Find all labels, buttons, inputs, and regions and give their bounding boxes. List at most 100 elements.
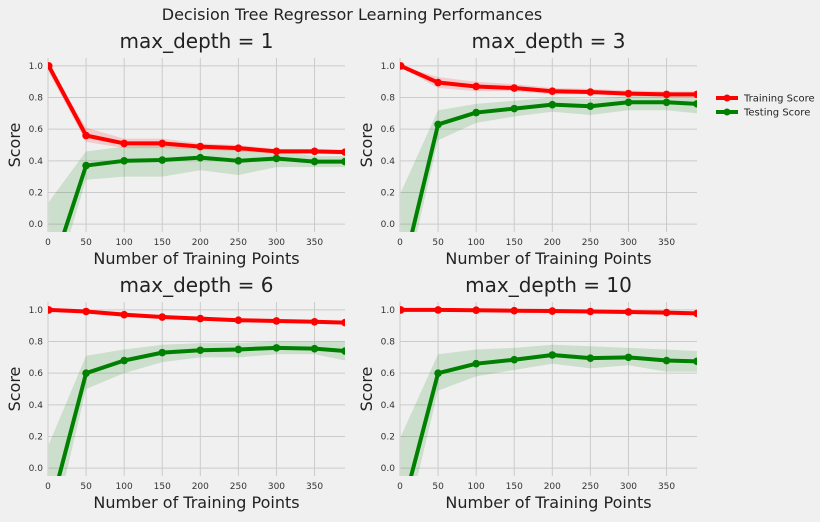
x-tick-label: 200: [192, 482, 209, 492]
y-tick-label: 0.0: [381, 220, 396, 230]
training-score-point: [120, 310, 128, 319]
training-score-point: [586, 88, 595, 96]
training-score-point: [310, 147, 319, 156]
y-tick-label: 1.0: [381, 62, 396, 72]
x-tick-label: 0: [45, 482, 51, 492]
training-score-point: [693, 90, 697, 99]
x-tick-label: 150: [154, 238, 171, 248]
training-score-point: [272, 317, 281, 325]
training-score-point: [272, 147, 281, 156]
subplot-title: max_depth = 3: [472, 29, 626, 53]
training-score-point: [48, 62, 53, 70]
testing-score-point: [272, 344, 281, 352]
training-score-point: [341, 318, 345, 327]
y-tick-label: 0.2: [381, 188, 395, 198]
training-score-point: [158, 139, 167, 148]
subplot-1: 0 50 100 150 200 250 300 350 0.0 0.2 0.4 0.6 0.8 1.0 m…: [5, 29, 345, 284]
testing-score-point: [434, 369, 442, 377]
y-tick-label: 0.4: [29, 157, 44, 167]
y-tick-label: 0.4: [381, 401, 396, 411]
testing-score-point: [472, 359, 480, 368]
plot-content: [45, 62, 345, 284]
y-axis-label: Score: [357, 367, 376, 412]
testing-score-point: [624, 353, 633, 362]
training-score-point: [234, 316, 243, 324]
plot-content: [397, 306, 697, 518]
legend-testing-label: Testing Score: [743, 108, 810, 119]
y-tick-label: 0.6: [381, 125, 396, 135]
y-tick-label: 1.0: [381, 306, 396, 316]
x-tick-label: 50: [432, 238, 444, 248]
legend-training-label: Training Score: [743, 94, 815, 105]
testing-score-point: [472, 108, 480, 117]
testing-score-point: [45, 276, 53, 284]
testing-score-point: [158, 348, 167, 357]
x-tick-label: 0: [397, 238, 403, 248]
x-tick-label: 100: [468, 238, 485, 248]
x-tick-label: 250: [582, 482, 599, 492]
plot-area: [400, 58, 697, 232]
x-tick-label: 300: [620, 482, 637, 492]
x-axis-label: Number of Training Points: [93, 493, 299, 512]
training-score-point: [434, 78, 442, 87]
x-tick-label: 200: [192, 238, 209, 248]
x-tick-label: 100: [116, 238, 133, 248]
training-score-point: [548, 307, 557, 315]
x-tick-label: 300: [268, 482, 285, 492]
testing-score-point: [434, 120, 442, 129]
training-score-point: [310, 317, 319, 326]
x-tick-label: 150: [154, 482, 171, 492]
testing-confidence-band: [400, 94, 697, 232]
testing-score-point: [196, 346, 205, 355]
testing-score-point: [693, 357, 697, 366]
x-tick-label: 250: [230, 238, 247, 248]
x-tick-label: 100: [116, 482, 133, 492]
testing-score-point: [120, 157, 128, 165]
y-tick-label: 0.6: [29, 125, 44, 135]
legend-training-marker: [723, 94, 731, 102]
testing-score-point: [234, 345, 243, 354]
training-score-point: [510, 306, 519, 315]
training-score-point: [400, 62, 405, 70]
testing-score-point: [586, 102, 595, 111]
x-tick-label: 350: [306, 238, 323, 248]
training-score-point: [624, 89, 633, 98]
testing-score-point: [234, 157, 243, 165]
subplot-3: 0 50 100 150 200 250 300 350 0.0 0.2 0.4 0.6 0.8 1.0 m…: [5, 273, 345, 512]
y-axis-label: Score: [5, 367, 24, 412]
plot-content: [400, 62, 697, 232]
x-tick-label: 100: [468, 482, 485, 492]
training-score-point: [120, 139, 128, 148]
x-tick-label: 50: [432, 482, 444, 492]
testing-score-point: [662, 356, 671, 365]
x-tick-label: 50: [80, 482, 92, 492]
legend: Training Score Testing Score: [716, 94, 815, 119]
plot-area: [400, 302, 697, 476]
y-tick-label: 0.0: [381, 464, 396, 474]
y-tick-label: 0.4: [29, 401, 44, 411]
testing-score-point: [82, 369, 90, 377]
training-score-point: [434, 306, 442, 314]
testing-confidence-band: [48, 145, 345, 232]
x-axis-label: Number of Training Points: [93, 249, 299, 268]
y-tick-label: 0.4: [381, 157, 396, 167]
y-axis-label: Score: [357, 123, 376, 168]
training-score-point: [341, 148, 345, 156]
training-score-point: [234, 144, 243, 152]
x-tick-label: 200: [544, 238, 561, 248]
x-tick-label: 250: [230, 482, 247, 492]
testing-score-point: [586, 354, 595, 362]
training-score-point: [624, 308, 633, 316]
x-tick-label: 350: [306, 482, 323, 492]
testing-score-point: [548, 100, 557, 109]
training-score-point: [196, 142, 205, 151]
testing-score-point: [548, 351, 557, 359]
training-score-point: [472, 306, 480, 315]
testing-score-point: [397, 512, 405, 518]
y-tick-label: 0.2: [381, 432, 395, 442]
y-tick-label: 0.0: [29, 220, 44, 230]
y-tick-label: 0.8: [381, 338, 396, 348]
testing-score-point: [82, 161, 90, 170]
y-tick-label: 0.8: [29, 338, 44, 348]
testing-score-point: [158, 156, 167, 164]
